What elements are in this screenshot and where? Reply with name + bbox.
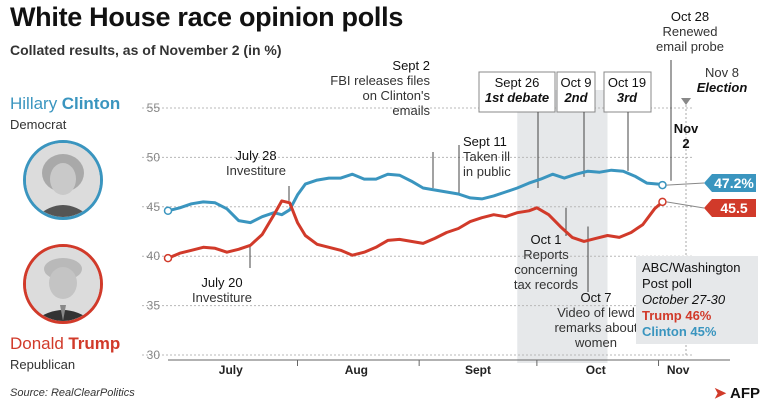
trump-portrait bbox=[23, 244, 103, 324]
annotation-leaders bbox=[249, 60, 691, 355]
clinton-first-name: Hillary bbox=[10, 94, 58, 113]
clinton-end-label-box bbox=[704, 174, 756, 192]
annotation-2016-10-01-line-1: Reports bbox=[523, 247, 569, 262]
afp-logo: ➤ AFP bbox=[714, 384, 760, 402]
poll-box-title-1: ABC/Washington bbox=[642, 260, 741, 275]
y-tick-label-40: 40 bbox=[147, 249, 161, 263]
annotation-2016-11-02-line-1: 2 bbox=[682, 136, 689, 151]
y-tick-label-35: 35 bbox=[147, 299, 161, 313]
trump-start-point bbox=[163, 253, 173, 263]
annotation-2016-09-11-line-1: Taken ill bbox=[463, 149, 510, 164]
poll-box-clinton: Clinton 45% bbox=[642, 324, 717, 339]
clinton-start-point bbox=[163, 206, 173, 216]
chart-series bbox=[163, 168, 667, 263]
trump-party: Republican bbox=[10, 357, 76, 372]
trump-last-name: Trump bbox=[68, 334, 121, 353]
afp-logo-text: AFP bbox=[730, 385, 760, 402]
page-subtitle: Collated results, as of November 2 (in %… bbox=[10, 42, 282, 58]
trump-name: Donald Trump bbox=[10, 334, 120, 354]
chart-grid: 30 35 40 45 50 55 bbox=[142, 101, 692, 362]
x-tick-label-oct: Oct bbox=[586, 363, 606, 377]
annotation-2016-10-01-line-3: tax records bbox=[514, 277, 579, 292]
clinton-end-label: 47.2% bbox=[714, 175, 754, 191]
annotation-2016-09-11-line-2: in public bbox=[463, 164, 511, 179]
clinton-name: Hillary Clinton bbox=[10, 94, 120, 114]
annotation-2016-10-09-line-1: 2nd bbox=[563, 90, 588, 105]
trump-end-label-box bbox=[704, 199, 756, 217]
clinton-face-icon bbox=[26, 143, 100, 217]
annotation-2016-10-28-line-1: Renewed bbox=[663, 24, 718, 39]
y-tick-label-55: 55 bbox=[147, 101, 161, 115]
trump-end-label: 45.5 bbox=[720, 200, 747, 216]
clinton-end-leader bbox=[666, 182, 705, 186]
annotation-2016-11-08-line-0: Nov 8 bbox=[705, 65, 739, 80]
annotation-2016-10-07-line-1: Video of lewd bbox=[557, 305, 635, 320]
annotation-2016-07-20-line-0: July 20 bbox=[201, 275, 242, 290]
poll-box-background bbox=[636, 256, 758, 344]
annotation-2016-10-07-line-3: women bbox=[574, 335, 617, 350]
trump-face-icon bbox=[26, 247, 100, 321]
annotation-2016-09-11-line-0: Sept 11 bbox=[463, 134, 507, 149]
clinton-party: Democrat bbox=[10, 117, 67, 132]
annotation-2016-09-02-line-0: Sept 2 bbox=[392, 58, 430, 73]
clinton-end-point bbox=[658, 180, 667, 190]
annotation-2016-07-28-line-1: Investiture bbox=[226, 163, 286, 178]
source-note: Source: RealClearPolitics bbox=[10, 387, 135, 399]
y-tick-label-50: 50 bbox=[147, 150, 161, 164]
annotation-2016-10-28-line-2: email probe bbox=[656, 39, 724, 54]
page-title: White House race opinion polls bbox=[10, 2, 404, 32]
annotation-2016-10-19-box bbox=[603, 71, 652, 113]
x-tick-label-sept: Sept bbox=[465, 363, 491, 377]
trump-first-name: Donald bbox=[10, 334, 64, 353]
trump-end-leader bbox=[666, 201, 705, 209]
annotation-2016-07-20-line-1: Investiture bbox=[192, 290, 252, 305]
annotation-2016-10-09-box bbox=[556, 71, 596, 113]
trump-end-point bbox=[658, 197, 667, 207]
poll-box-dates: October 27-30 bbox=[642, 292, 726, 307]
election-arrow-icon bbox=[681, 98, 691, 105]
annotation-2016-11-08-line-1: Election bbox=[697, 80, 748, 95]
annotation-2016-09-02-line-2: on Clinton's bbox=[362, 88, 430, 103]
annotation-2016-07-28-line-0: July 28 bbox=[235, 148, 276, 163]
annotation-2016-10-28-line-0: Oct 28 bbox=[671, 9, 709, 24]
afp-logo-icon: ➤ bbox=[713, 385, 727, 402]
annotation-2016-09-26-box bbox=[478, 71, 556, 113]
annotation-2016-10-07-line-0: Oct 7 bbox=[580, 290, 611, 305]
annotation-2016-09-26-line-1: 1st debate bbox=[485, 90, 549, 105]
poll-box-trump: Trump 46% bbox=[642, 308, 712, 323]
clinton-line bbox=[166, 168, 664, 225]
annotation-2016-10-01-line-2: concerning bbox=[514, 262, 578, 277]
annotation-2016-10-19-line-0: Oct 19 bbox=[608, 75, 646, 90]
end-value-labels: 47.2% 45.5 bbox=[666, 174, 756, 217]
chart-axis: July Aug Sept Oct Nov bbox=[168, 359, 730, 377]
y-tick-label-45: 45 bbox=[147, 200, 161, 214]
trump-line bbox=[166, 199, 664, 260]
x-tick-label-nov: Nov bbox=[667, 363, 690, 377]
annotation-2016-09-02-line-3: emails bbox=[392, 103, 430, 118]
annotation-2016-09-26-line-0: Sept 26 bbox=[495, 75, 540, 90]
clinton-portrait bbox=[23, 140, 103, 220]
annotation-2016-11-02-line-0: Nov bbox=[674, 121, 699, 136]
poll-box-title-2: Post poll bbox=[642, 276, 692, 291]
y-tick-label-30: 30 bbox=[147, 348, 161, 362]
clinton-last-name: Clinton bbox=[61, 94, 121, 113]
annotation-2016-10-07-line-2: remarks about bbox=[554, 320, 637, 335]
x-tick-label-july: July bbox=[219, 363, 243, 377]
x-tick-label-aug: Aug bbox=[345, 363, 368, 377]
annotation-2016-10-19-line-1: 3rd bbox=[617, 90, 638, 105]
annotation-2016-09-02-line-1: FBI releases files bbox=[330, 73, 430, 88]
annotation-2016-10-09-line-0: Oct 9 bbox=[560, 75, 591, 90]
annotation-2016-10-01-line-0: Oct 1 bbox=[530, 232, 561, 247]
